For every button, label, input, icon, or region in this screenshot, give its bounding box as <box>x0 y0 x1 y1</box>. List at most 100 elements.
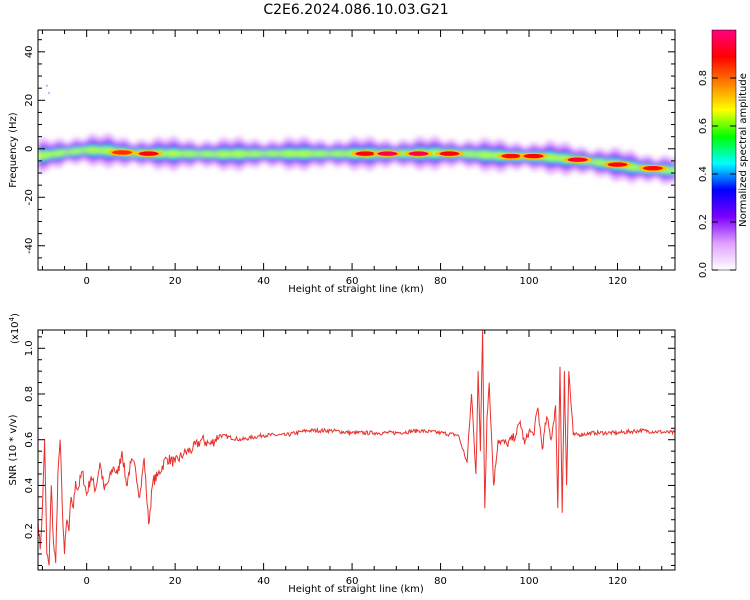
heatmap-cell <box>345 151 349 156</box>
heatmap-cell <box>181 151 185 156</box>
heatmap-cell <box>305 151 309 157</box>
heatmap-cell <box>590 160 594 164</box>
heatmap-cell <box>329 152 333 156</box>
heatmap-cell <box>484 152 488 158</box>
heatmap-peak <box>501 153 522 159</box>
heatmap-cell <box>294 151 298 156</box>
heatmap-cell <box>208 151 212 157</box>
y-tick-label: 0.2 <box>24 523 35 539</box>
heatmap-cell <box>77 148 81 153</box>
heatmap-cell <box>46 152 50 157</box>
heatmap-cell <box>245 151 249 156</box>
heatmap-cell <box>279 151 282 156</box>
heatmap-cell <box>637 166 641 170</box>
heatmap-cell <box>632 164 636 170</box>
heatmap-cell <box>234 151 238 157</box>
heatmap-cell <box>323 151 327 156</box>
heatmap-cell <box>221 151 225 157</box>
heatmap-cell <box>95 148 99 153</box>
snr-scale-close: ) <box>10 313 21 317</box>
y-tick-label: 1.0 <box>24 340 35 356</box>
heatmap-cell <box>347 151 351 156</box>
colorbar-tick-label: 0.8 <box>698 70 709 86</box>
heatmap-cell <box>663 167 667 173</box>
heatmap-cell <box>341 151 344 156</box>
x-tick-label: 100 <box>519 276 538 287</box>
heatmap-cell <box>60 150 63 156</box>
heatmap-cell <box>628 163 632 170</box>
heatmap-cell <box>276 151 280 156</box>
heatmap-cell <box>303 150 307 157</box>
heatmap-cell <box>164 151 167 156</box>
heatmap-cell <box>86 147 90 153</box>
spectrogram-ticks: 0 20 40 60 80 100 120 -40 -20 0 20 40 <box>24 30 675 287</box>
heatmap-cell <box>287 150 291 157</box>
heatmap-cell <box>201 152 205 156</box>
heatmap-cell <box>290 151 293 157</box>
colorbar-tick-label: 0.0 <box>698 262 709 278</box>
heatmap-cell <box>230 151 234 157</box>
x-tick-label: 60 <box>346 576 359 587</box>
heatmap-cell <box>75 148 79 154</box>
heatmap-cell <box>307 151 311 156</box>
snr-y-axis-label: SNR (10 * v/v) <box>8 414 19 485</box>
heatmap-cell <box>316 151 320 156</box>
heatmap-cell <box>38 153 41 159</box>
heatmap-cell <box>272 151 276 156</box>
heatmap-cell <box>195 152 198 156</box>
heatmap-cell <box>332 151 335 156</box>
heatmap-peak <box>408 151 429 156</box>
heatmap-cell <box>106 147 110 154</box>
heatmap-cell <box>555 155 559 161</box>
heatmap-cell <box>265 151 269 156</box>
x-tick-label: 120 <box>608 276 627 287</box>
heatmap-cell <box>431 150 435 156</box>
y-tick-label: 0.8 <box>24 386 35 402</box>
heatmap-cell <box>186 151 190 156</box>
heatmap-cell <box>630 164 634 170</box>
heatmap-cell <box>183 151 187 156</box>
heatmap-cell <box>44 152 48 158</box>
heatmap-cell <box>254 151 258 156</box>
heatmap-cell <box>312 151 316 156</box>
heatmap-cell <box>268 151 271 156</box>
heatmap-cell <box>190 151 194 157</box>
heatmap-cell <box>104 147 108 154</box>
spectrogram-panel: 0 20 40 60 80 100 120 -40 -20 0 20 40 Height of str… <box>8 29 676 295</box>
heatmap-cell <box>334 151 338 156</box>
x-tick-label: 20 <box>169 576 182 587</box>
heatmap-cell <box>40 152 44 159</box>
heatmap-peak <box>642 165 663 171</box>
colorbar-ticks: 0.0 0.2 0.4 0.6 0.8 <box>698 70 736 278</box>
heatmap-cell <box>310 151 313 156</box>
heatmap-cell <box>91 147 94 153</box>
heatmap-cell <box>588 160 592 163</box>
x-tick-label: 0 <box>83 576 89 587</box>
colorbar-label: Normalized spectral amplitude <box>738 73 749 227</box>
heatmap-cell <box>239 151 243 157</box>
heatmap-cell <box>595 160 599 165</box>
snr-series-line <box>38 330 675 566</box>
heatmap-peak <box>355 151 376 156</box>
heatmap-cell <box>252 151 256 157</box>
heatmap-peak <box>439 151 460 156</box>
heatmap-cell <box>562 156 566 162</box>
heatmap-cell <box>471 152 475 157</box>
heatmap-cell <box>177 151 181 156</box>
heatmap-cell <box>557 155 561 161</box>
heatmap-cell <box>256 151 260 156</box>
colorbar-gradient <box>711 29 737 271</box>
x-tick-label: 40 <box>257 576 270 587</box>
heatmap-cell <box>64 150 68 154</box>
heatmap-cell <box>493 153 497 158</box>
x-tick-label: 80 <box>434 276 447 287</box>
heatmap-cell <box>82 148 86 153</box>
heatmap-cell <box>553 155 557 161</box>
heatmap-cell <box>597 160 601 165</box>
colorbar-tick-label: 0.2 <box>698 214 709 230</box>
y-tick-label: 0.4 <box>24 477 35 493</box>
heatmap-cell <box>464 151 468 156</box>
heatmap-cell <box>57 150 61 156</box>
snr-frame <box>37 329 676 571</box>
